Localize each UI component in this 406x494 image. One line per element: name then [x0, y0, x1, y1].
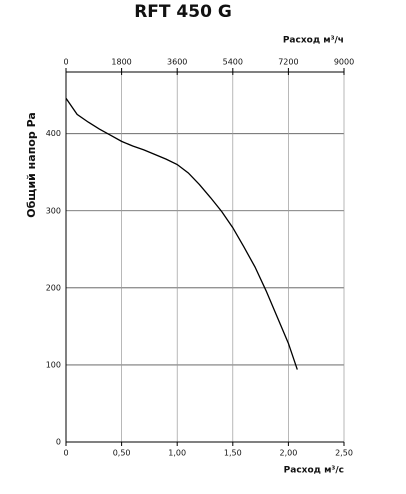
y-tick-label: 0	[56, 438, 61, 447]
data-line	[65, 97, 298, 370]
x2-tick-label: 1800	[111, 58, 131, 67]
y-tick-label: 100	[46, 360, 61, 369]
y-axis-label: Общий напор Pa	[25, 112, 38, 218]
x2-axis-label: Расход м³/ч	[283, 36, 344, 46]
x2-tick-label: 7200	[278, 58, 298, 67]
x-tick-label: 1,00	[168, 449, 186, 458]
x2-tick-label: 5400	[223, 58, 243, 67]
x-tick-label: 0	[63, 449, 68, 458]
x2-tick-label: 0	[63, 58, 68, 67]
x-tick-label: 1,50	[224, 449, 242, 458]
y-tick-label: 400	[46, 129, 61, 138]
x-tick-label: 0,50	[113, 449, 131, 458]
x2-tick-label: 9000	[334, 58, 354, 67]
x2-tick-label: 3600	[167, 58, 187, 67]
y-tick-label: 200	[46, 283, 61, 292]
x-axis-label: Расход м³/с	[284, 466, 344, 476]
x-tick-label: 2,50	[335, 449, 353, 458]
chart-title: RFT 450 G	[134, 2, 232, 22]
y-tick-label: 300	[46, 206, 61, 215]
x-tick-label: 2,00	[279, 449, 297, 458]
